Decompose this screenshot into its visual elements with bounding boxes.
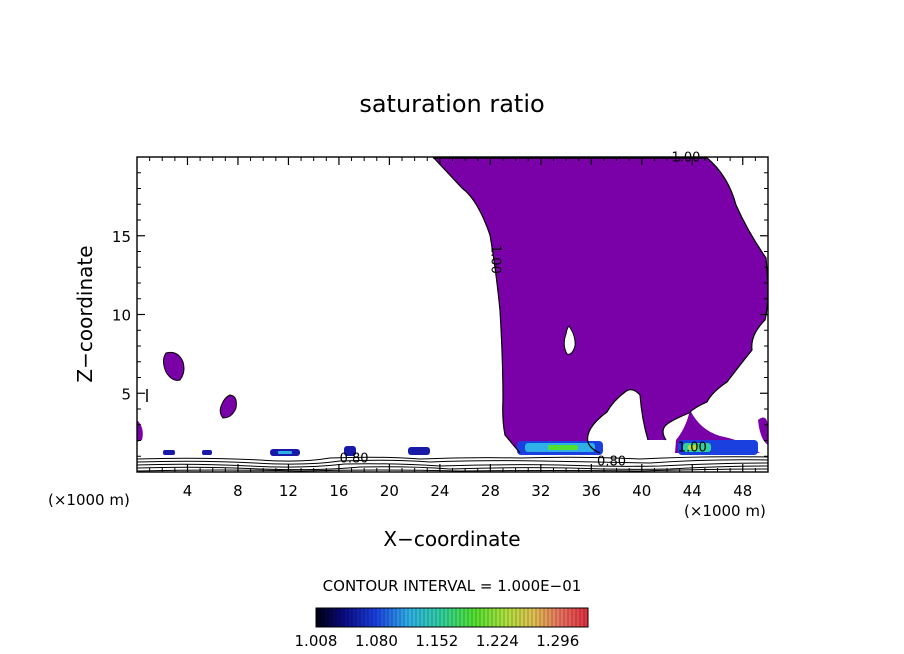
y-axis-title: Z−coordinate [73,245,97,382]
base-band-right-core [688,445,698,450]
contour-labels: 1.00 1.00 0.80 0.80 1.00 [340,151,707,470]
cell-a [163,351,185,381]
y-tick-label: 10 [112,307,131,325]
supersaturated-edge-left [137,420,143,442]
x-axis-title: X−coordinate [383,527,520,551]
low-cell-3 [408,447,430,455]
colorbar-stripes [319,608,585,627]
x-tick-label: 12 [279,482,298,500]
y-axis: 5 10 15 [112,172,768,457]
contour-label: 1.00 [678,441,707,456]
x-axis: 4 8 12 16 20 24 28 32 36 40 44 48 [149,157,756,500]
chart-title: saturation ratio [359,90,544,118]
colorbar-tick-label: 1.080 [355,632,398,650]
contour-label: 1.00 [488,245,503,274]
low-cell-4 [163,450,175,455]
colorbar-tick-label: 1.152 [415,632,458,650]
x-unit-right: (×1000 m) [684,502,766,520]
contour-label: 0.80 [597,455,626,470]
y-tick-label: 15 [112,228,131,246]
contour-label: 1.00 [671,151,700,166]
contour-1-00-inner [586,389,649,454]
x-tick-label: 48 [733,482,752,500]
colorbar-ticks: 1.008 1.080 1.152 1.224 1.296 [295,632,580,650]
x-tick-label: 32 [531,482,550,500]
low-cell-5 [202,450,212,455]
cell-b [219,394,237,419]
colorbar [315,607,589,628]
supersaturated-region-main [433,157,768,453]
x-tick-label: 40 [632,482,651,500]
x-tick-label: 16 [329,482,348,500]
colorbar-tick-label: 1.296 [536,632,579,650]
colorbar-tick-label: 1.008 [295,632,338,650]
base-band-core [548,445,578,450]
x-tick-label: 20 [380,482,399,500]
x-tick-label: 28 [481,482,500,500]
contour-interval-label: CONTOUR INTERVAL = 1.000E−01 [323,577,582,595]
contour-1-00-main [432,157,521,454]
x-tick-label: 4 [183,482,193,500]
contour-1-00-right [662,157,768,441]
colorbar-tick-label: 1.224 [476,632,519,650]
x-tick-label: 36 [582,482,601,500]
contour-label: 0.80 [340,452,369,467]
subsaturated-pocket [563,325,576,355]
low-cell-2 [344,446,356,456]
y-tick-label: 5 [121,385,131,403]
plot-area [137,157,768,472]
x-unit-left: (×1000 m) [48,491,130,509]
x-tick-label: 24 [430,482,449,500]
low-cell-1-core [278,451,292,454]
x-tick-label: 44 [683,482,702,500]
x-tick-label: 8 [233,482,243,500]
